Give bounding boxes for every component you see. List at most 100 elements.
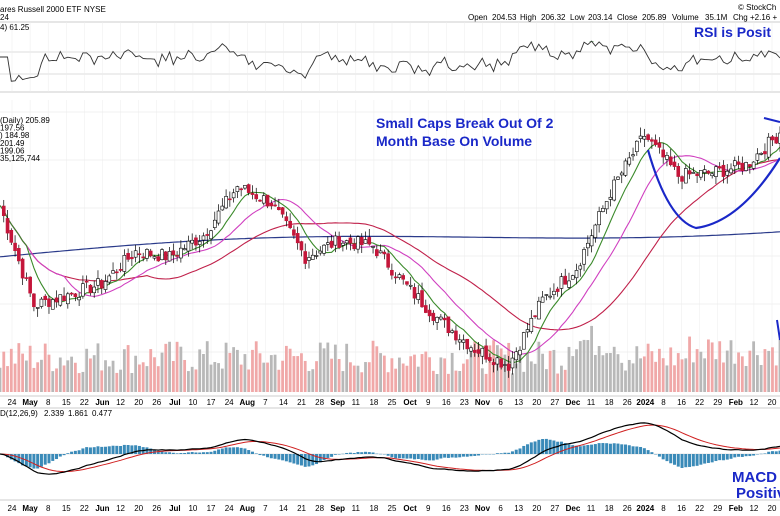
candle <box>465 338 470 355</box>
open-label: Open <box>468 13 488 22</box>
volume-bar <box>145 366 149 392</box>
macd-histogram-bar <box>412 454 416 460</box>
x-tick-label-upper: Nov <box>475 398 491 407</box>
macd-histogram-bar <box>32 454 36 469</box>
candle <box>529 310 534 334</box>
macd-histogram-bar <box>522 445 526 454</box>
macd-histogram-bar <box>684 454 688 468</box>
macd-histogram-bar <box>740 454 744 457</box>
macd-histogram-bar <box>352 453 356 454</box>
x-tick-label-upper: 26 <box>152 398 161 407</box>
x-tick-label-lower: 12 <box>116 504 125 513</box>
volume-bar <box>141 362 145 392</box>
macd-histogram-bar <box>737 454 741 457</box>
volume-bar <box>62 365 66 392</box>
volume-bar <box>763 349 767 392</box>
legend-item: 201.49 <box>0 139 25 148</box>
candle <box>386 249 390 270</box>
volume-bar <box>748 350 752 392</box>
volume-bars <box>0 325 780 392</box>
macd-label: D(12,26,9) 2.339 1.861 0.477 <box>0 409 113 418</box>
volume-bar <box>341 371 345 392</box>
candle <box>359 233 364 253</box>
candle <box>770 135 775 147</box>
volume-bar <box>394 368 398 392</box>
candle <box>66 291 70 309</box>
x-tick-label-upper: 9 <box>426 398 431 407</box>
price-annotation-line1: Small Caps Break Out Of 2 <box>376 115 554 131</box>
candle <box>280 207 285 218</box>
x-tick-label-lower: 18 <box>605 504 614 513</box>
macd-histogram-bar <box>556 441 560 454</box>
x-tick-label-lower: Nov <box>475 504 491 513</box>
macd-histogram-bar <box>66 453 70 454</box>
macd-histogram-bar <box>714 454 718 462</box>
macd-histogram-bar <box>744 454 748 457</box>
candle <box>231 188 236 203</box>
candle <box>499 358 503 370</box>
candle <box>118 262 123 273</box>
x-tick-label-lower: 16 <box>442 504 451 513</box>
volume-bar <box>480 368 484 392</box>
macd-histogram-bar <box>518 448 522 454</box>
macd-histogram-bar <box>657 454 661 457</box>
macd-histogram-bar <box>650 452 654 454</box>
candle <box>544 294 549 301</box>
macd-histogram-bar <box>706 454 710 463</box>
volume-bar <box>36 362 40 392</box>
volume-bar <box>631 363 635 392</box>
candle <box>24 272 29 281</box>
macd-histogram-bar <box>115 445 119 454</box>
candle <box>552 283 556 300</box>
volume-bar <box>729 340 733 392</box>
x-tick-label-lower: 13 <box>514 504 523 513</box>
candle <box>755 148 760 165</box>
candle <box>254 187 259 202</box>
candle <box>672 155 677 171</box>
candle <box>578 262 583 277</box>
macd-histogram-bar <box>243 448 247 454</box>
macd-histogram-bar <box>446 454 450 458</box>
macd-histogram-bar <box>371 452 375 454</box>
volume-bar <box>202 353 205 392</box>
macd-histogram-bar <box>171 452 175 454</box>
candle <box>650 137 654 149</box>
volume-bar <box>315 361 318 392</box>
candle <box>235 185 240 198</box>
candle <box>439 314 443 321</box>
x-axis-lower: 24 May 8 15 22 Jun 12 20 26 Jul 10 17 24 Aug 7 14 21 28 Se… <box>8 504 777 513</box>
volume-bar <box>560 365 563 392</box>
candle <box>201 232 206 248</box>
macd-histogram-bar <box>17 454 21 464</box>
candle <box>58 294 63 307</box>
volume-bar <box>680 359 684 392</box>
volume-bar <box>714 359 718 392</box>
candle <box>525 322 530 338</box>
macd-histogram-bar <box>676 454 680 467</box>
volume-bar <box>578 341 582 392</box>
macd-histogram-bar <box>228 447 232 454</box>
volume-bar <box>43 343 47 392</box>
candle <box>194 234 198 251</box>
volume-bar <box>740 356 744 392</box>
volume-bar <box>639 358 642 392</box>
macd-histogram-bar <box>495 453 499 454</box>
volume-bar <box>111 360 115 392</box>
candle <box>348 234 353 251</box>
volume-bar <box>47 354 51 392</box>
candle <box>570 274 575 280</box>
macd-histogram-bar <box>601 443 605 454</box>
macd-histogram-bar <box>269 454 273 459</box>
chart-title: ares Russell 2000 ETF <box>0 5 81 14</box>
candle <box>137 246 142 263</box>
candle <box>73 293 78 302</box>
candle <box>167 246 172 262</box>
x-tick-label-lower: 21 <box>297 504 306 513</box>
volume-bar <box>691 362 695 392</box>
candle <box>586 235 590 257</box>
candle <box>250 185 255 200</box>
candle <box>367 228 372 246</box>
candle <box>638 127 643 143</box>
macd-histogram-bar <box>605 443 609 454</box>
candle <box>593 223 598 243</box>
